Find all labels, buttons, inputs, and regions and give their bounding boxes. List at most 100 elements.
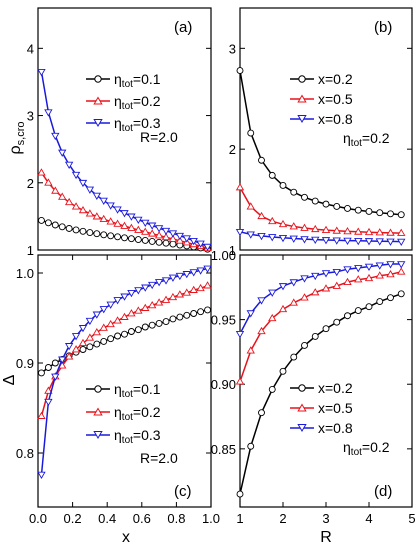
panel-b-series-1-point [344, 205, 351, 212]
panel-a-legend-3-main: η [114, 115, 122, 131]
panel-a-series-1-point [127, 235, 135, 243]
panel-b-series-2-point [354, 227, 363, 235]
panel-c-series-1-point [169, 315, 177, 323]
panel-c-series-3-point [99, 306, 108, 314]
panel-b-note-suffix: =0.2 [362, 130, 390, 146]
panel-a-series-3-point [92, 192, 101, 200]
panel-d-series-1-point [333, 318, 341, 326]
panel-d-legend-marker-2 [297, 403, 307, 412]
panel-c-series-1-point [51, 359, 59, 367]
panel-c-series-2-point [148, 300, 157, 309]
panel-a-series-2-point [168, 234, 178, 242]
panel-b-series-2-point [321, 225, 331, 233]
panel-b-series-3-point [332, 237, 341, 245]
panel-b-note-sub: tot [351, 138, 362, 149]
panel-b-y-tick-label: 3 [229, 41, 236, 56]
panel-a-series-2-point [161, 232, 171, 241]
panel-b-series-3-point [343, 237, 352, 246]
panel-c-series-2-point [92, 327, 101, 336]
panel-a-y-tick-label: 2 [27, 176, 34, 191]
panel-c-series-3-point [58, 356, 67, 364]
panel-a-legend-label-2: ηtot=0.2 [114, 93, 161, 112]
panel-d-series-2-point [375, 271, 384, 279]
panel-a-series-1-point [121, 234, 128, 242]
panel-d-x-tick-label: 4 [365, 511, 372, 526]
panel-d-series-3-point [375, 262, 384, 270]
panel-b-series-3-point [246, 231, 255, 239]
panel-d-series-1-point [258, 409, 265, 417]
panel-c: 0.8 0.9 1.0 0.0 0.2 0.4 0.6 0.8 1.0 (c) Δ x R=2.… [1, 254, 220, 546]
panel-a-series-3-point [99, 197, 108, 205]
panel-c-series-3-point [203, 265, 212, 273]
panel-a-series-1-point [51, 221, 59, 229]
panel-d-series-3-point [257, 297, 266, 305]
panel-a-y-axis-label-main: ρ [7, 145, 24, 154]
panel-c-y-tick-label: 0.8 [16, 446, 34, 461]
panel-b-y-tick-label: 1 [229, 243, 236, 258]
panel-c-series-1-point [127, 328, 135, 335]
panel-c-series-2-point [44, 386, 53, 394]
panel-d-x-tick-label: 3 [322, 511, 329, 526]
panel-d-series-2-point [300, 293, 309, 301]
panel-b-series-3-point [278, 234, 288, 243]
panel-d-series-3-point [311, 272, 320, 281]
panel-c-series-1-point [197, 308, 205, 316]
panel-d-series-2-line [239, 271, 402, 382]
panel-b-series-2-point [235, 183, 245, 191]
panel-c-series-1-point [44, 364, 52, 371]
panel-b-series-3-point [375, 238, 384, 246]
panel-a-legend-marker-1 [94, 75, 102, 83]
panel-c-series-2-point [99, 323, 108, 331]
panel-c-series-3-point [127, 289, 136, 298]
panel-a-legend-2-suffix: =0.2 [133, 93, 161, 109]
panel-d-series-1-point [322, 325, 330, 333]
panel-c-legend: ηtot=0.1 ηtot=0.2 ηtot=0.3 [86, 381, 161, 446]
panel-d-x-tick-label: 1 [236, 511, 243, 526]
panel-c-series-2-point [154, 298, 164, 306]
panel-d-series-3-point [332, 268, 341, 277]
panel-a-series-2-point [64, 197, 74, 206]
panel-c-series-3-point [182, 271, 191, 279]
panel-c-series-1-point [141, 323, 149, 331]
panel-b-series-2-point [364, 227, 374, 236]
panel-a-series-3-point [161, 227, 171, 236]
panel-c-series-1-point [190, 310, 198, 317]
panel-b-series-3-point [321, 237, 331, 245]
panel-a-series-3-point [71, 171, 81, 180]
panel-c-legend-1-sub: tot [122, 389, 133, 400]
panel-c-series-3-point [134, 287, 143, 295]
panel-d-series-3-point [300, 275, 309, 283]
panel-b-series-1-point [258, 156, 265, 164]
panel-d-series-2-point [397, 267, 406, 275]
panel-c-series-3-point [161, 277, 171, 285]
panel-d-series-3-point [354, 265, 363, 273]
panel-a-legend: ηtot=0.1 ηtot=0.2 ηtot=0.3 [86, 71, 161, 134]
panel-b-series-3-point [257, 233, 266, 241]
panel-b-series-2-point [386, 228, 395, 236]
panel-d-series-3-point [397, 261, 406, 269]
panel-c-series-2-point [106, 319, 115, 328]
panel-c-series-1-point [100, 337, 108, 345]
panel-c-series-2-point [37, 411, 46, 419]
panel-c-x-tick-label: 0.4 [98, 511, 116, 526]
panel-b-legend-label-2: x=0.5 [318, 91, 353, 107]
panel-d-series-1-point [279, 367, 287, 375]
panel-c-series-1-point [148, 321, 156, 329]
panel-a-series-2-point [120, 221, 129, 229]
panel-a-legend-1-suffix: =0.1 [133, 71, 161, 87]
panel-d-series-2-point [268, 313, 277, 322]
panel-c-series-3-point [189, 269, 198, 277]
panel-d-series-2-point [354, 275, 363, 283]
panel-a-series-1-point [100, 231, 108, 239]
panel-b-series-1-point [236, 67, 244, 74]
panel-c-series-2-point [168, 292, 178, 301]
panel-a-series-3-point [120, 210, 129, 218]
panel-d-x-tick-label: 2 [279, 511, 286, 526]
panel-d-series-1-point [247, 442, 255, 450]
panel-d-series-1-point [397, 290, 405, 298]
panel-d-series-2-point [386, 269, 395, 278]
panel-b-series-3-point [397, 238, 406, 247]
panel-d-series-2-point [364, 273, 374, 282]
panel-c-series-1-point [204, 306, 211, 314]
panel-c-legend-1-suffix: =0.1 [133, 381, 161, 397]
